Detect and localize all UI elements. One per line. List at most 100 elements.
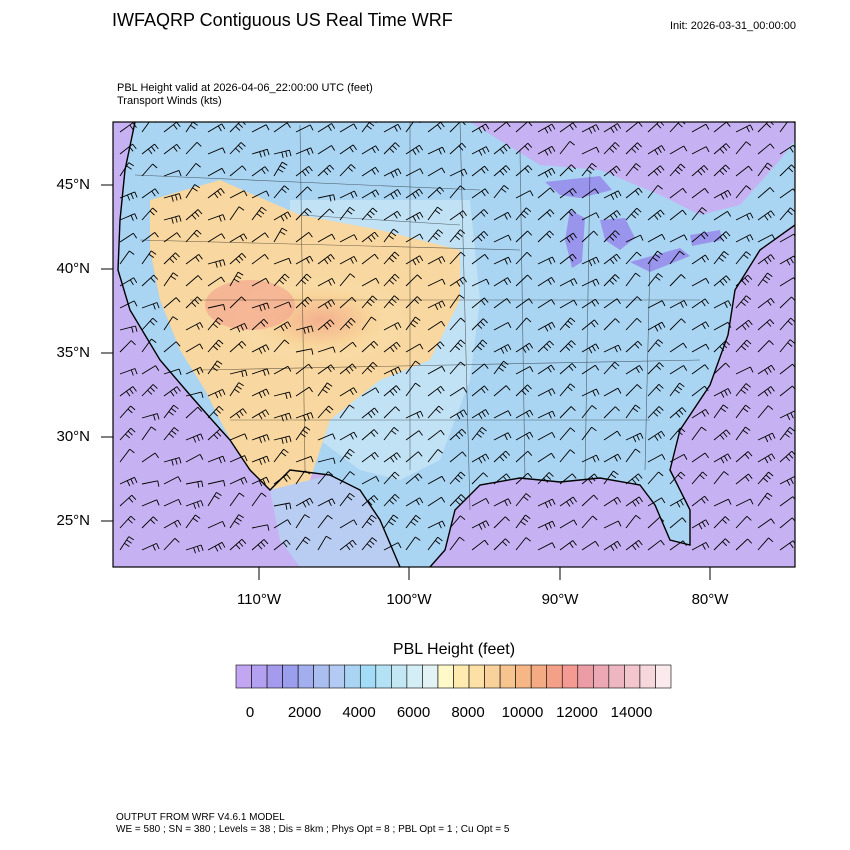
wind-barb [779,164,795,177]
wind-barb [339,190,358,199]
wind-barb [251,190,270,199]
wind-barb [251,277,270,287]
wind-barb [647,165,665,177]
wind-barb [295,147,314,156]
wind-barb [713,498,732,507]
wind-barb [735,319,753,331]
wind-barb [515,190,534,199]
wind-barb [537,209,555,221]
wind-barb [317,364,335,375]
wind-barb [185,122,200,133]
colorbar-swatch [499,664,516,689]
wind-barb [515,450,533,463]
wind-barb [471,453,490,464]
wind-barb [361,387,380,397]
wind-barb [537,452,556,463]
wind-barb [229,514,244,529]
wind-barb [757,187,775,199]
wind-barb [273,474,291,485]
wind-barb [691,542,710,551]
wind-barb [163,232,181,243]
wind-barb [691,343,710,353]
wind-barb [559,164,576,177]
wind-barb [713,404,729,419]
wind-barb [229,476,248,485]
wind-barb [669,540,687,551]
colorbar-swatch [593,664,610,689]
model-config: WE = 580 ; SN = 380 ; Levels = 38 ; Dis … [116,824,510,835]
wind-barb [427,520,446,529]
wind-barb [537,299,556,309]
colorbar-swatch [406,664,423,689]
wind-barb [273,339,290,353]
wind-barb [669,342,687,353]
wind-barb [141,516,158,529]
lon-label-80: 80°W [691,591,729,608]
wind-barb [339,273,356,287]
wind-barb [229,190,248,199]
wind-barb [295,186,312,199]
wind-barb [779,385,795,397]
wind-barb [691,165,709,177]
wind-barb [691,231,709,243]
wind-barb [163,297,181,309]
wind-barb [647,430,666,441]
wind-barb [207,188,225,199]
wind-barb [339,471,355,485]
colorbar-swatch [251,664,268,689]
wind-barb [449,515,466,529]
wind-barb [141,250,157,265]
wind-barb [493,385,511,397]
wind-barb [581,146,600,155]
wind-barb [207,167,226,177]
wind-barb [647,209,665,221]
wind-barb [603,123,622,134]
wind-barb [757,405,774,419]
wind-barb [317,498,336,507]
wind-barb [163,476,182,485]
wind-barb [383,273,400,287]
wind-barb [141,365,160,375]
colorbar-swatch [437,664,454,689]
wind-barb [537,277,556,287]
wind-barb [229,271,244,287]
wind-barb [229,252,247,265]
wind-barb [757,143,775,155]
colorbar-tick-label: 14000 [610,704,653,721]
wind-barb [141,542,160,551]
wind-barb [339,144,357,155]
wind-barb [647,273,663,287]
wind-barb [559,540,577,551]
wind-barb [295,363,313,375]
wind-barb [603,210,621,221]
wind-barb [779,233,795,243]
wind-barb [537,388,556,397]
colorbar-tick-label: 8000 [451,704,485,721]
wind-barb [339,123,358,133]
colorbar-swatch [484,664,501,689]
wind-barb [273,435,292,445]
wind-barb [691,426,707,441]
wind-barb [185,391,204,399]
wind-barb [427,300,446,310]
field-subtitle: PBL Height valid at 2026-04-06_22:00:00 … [117,82,373,94]
wind-barb [141,338,157,353]
wind-barb [559,122,577,133]
wind-barb [647,516,665,529]
wind-barb [383,228,399,243]
wind-barb [273,273,290,287]
colorbar-swatch [577,664,594,689]
wind-barb [713,453,732,464]
wind-barb [185,141,202,155]
wind-barb [361,537,378,551]
wind-barb [185,296,202,309]
wind-barb [581,405,597,419]
wind-barb [163,272,179,287]
wind-barb [339,164,356,177]
wind-barb [625,514,641,529]
wind-barb [581,540,600,551]
wind-barb [361,361,378,375]
map-field [113,122,795,567]
wind-barb [273,227,288,243]
wind-barb [383,189,402,200]
